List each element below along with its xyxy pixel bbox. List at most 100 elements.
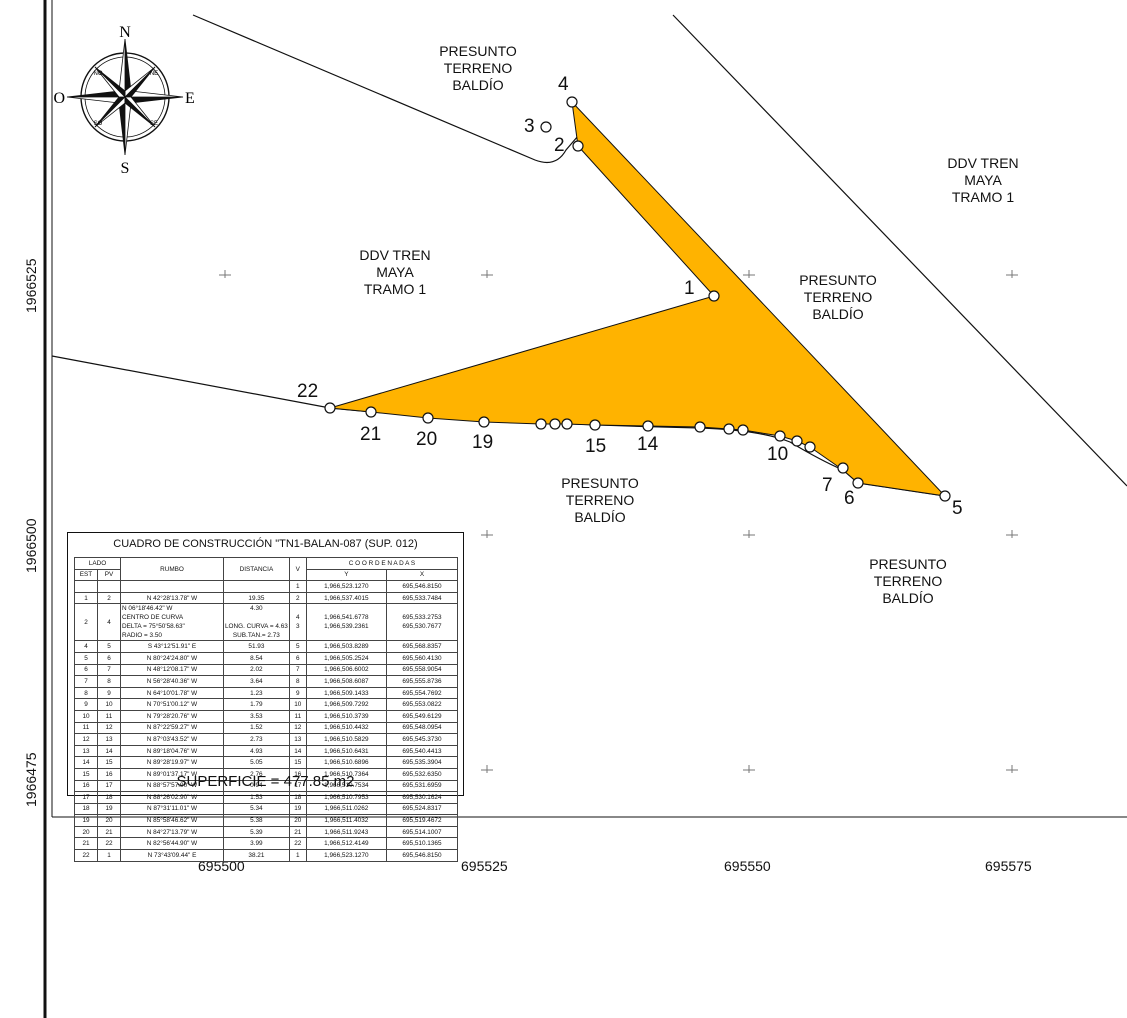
point-label-2: 2 bbox=[554, 135, 565, 156]
table-row: 1 1,966,523.1270 695,546.8150 bbox=[74, 580, 459, 593]
table-cell: 17 bbox=[74, 791, 98, 804]
table-cell: 1,966,510.5829 bbox=[305, 733, 387, 746]
point-label-6: 6 bbox=[844, 488, 855, 509]
table-cell: 19 bbox=[97, 802, 121, 816]
header-est: EST bbox=[74, 568, 98, 582]
parcel-polygon bbox=[329, 100, 947, 497]
table-cell: N 42°28'13.78" W bbox=[120, 591, 224, 605]
table-cell: 4.93 bbox=[223, 744, 290, 758]
table-cell: 11 bbox=[97, 709, 121, 723]
table-cell: 19 bbox=[288, 802, 307, 816]
header-distancia: DISTANCIA bbox=[223, 556, 290, 582]
table-cell: 3.53 bbox=[223, 709, 290, 723]
table-cell: 1,966,510.4432 bbox=[305, 721, 387, 735]
table-cell: 1,966,508.6087 bbox=[305, 675, 387, 688]
table-cell: 695,560.4130 bbox=[385, 651, 459, 665]
table-cell: 6 bbox=[288, 651, 307, 665]
ddv-upper-curve bbox=[192, 14, 579, 163]
table-cell: 14 bbox=[74, 756, 98, 769]
compass-so-label: SO bbox=[94, 121, 103, 127]
table-row: 13 14 N 89°18'04.76" W 4.93 14 1,966,510.6431… bbox=[74, 744, 459, 758]
table-cell: 22 bbox=[97, 837, 121, 851]
table-cell: 13 bbox=[74, 744, 98, 758]
table-cell: 1,966,509.7292 bbox=[305, 698, 387, 711]
table-cell: 7 bbox=[74, 675, 98, 688]
table-cell: 2 bbox=[97, 591, 121, 605]
table-cell: 11 bbox=[288, 709, 307, 723]
table-cell: N 89°28'19.97" W bbox=[120, 756, 224, 769]
table-cell: 1,966,537.4015 bbox=[305, 591, 387, 605]
ddv-right-boundary bbox=[672, 14, 1127, 487]
table-cell: 1,966,512.4149 bbox=[305, 837, 387, 851]
compass-rose: N S E O NO NE SO SE bbox=[53, 24, 194, 177]
table-cell: 695,514.1007 bbox=[385, 825, 459, 839]
table-cell: 695,510.1365 bbox=[385, 837, 459, 851]
x-tick-695525: 695525 bbox=[461, 858, 508, 874]
table-cell: 22 bbox=[288, 837, 307, 851]
table-row: 20 21 N 84°27'13.79" W 5.39 21 1,966,511.9243… bbox=[74, 825, 459, 839]
table-cell: 2 bbox=[74, 603, 98, 642]
construction-table-panel: CUADRO DE CONSTRUCCIÓN "TN1-BALAN-087 (S… bbox=[67, 532, 464, 862]
table-cell: N 64°10'01.78" W bbox=[120, 686, 224, 700]
header-lado: LADO bbox=[74, 557, 121, 570]
table-row: 21 22 N 82°56'44.90" W 3.99 22 1,966,512.4149… bbox=[74, 837, 459, 851]
table-cell: 12 bbox=[97, 721, 121, 735]
table-cell: 1,966,510.6431 bbox=[305, 744, 387, 758]
point-label-21: 21 bbox=[360, 424, 382, 445]
table-cell bbox=[97, 580, 121, 593]
x-tick-695575: 695575 bbox=[985, 858, 1032, 874]
table-cell: 13 bbox=[97, 733, 121, 746]
table-cell: 695,545.3730 bbox=[385, 733, 459, 746]
point-label-10: 10 bbox=[767, 444, 789, 465]
area-label-presunto-bottom-right: PRESUNTO TERRENO BALDÍO bbox=[869, 556, 947, 606]
table-cell: 12 bbox=[288, 721, 307, 735]
table-row: 14 15 N 89°28'19.97" W 5.05 15 1,966,510.6896… bbox=[74, 756, 459, 769]
compass-o-label: O bbox=[53, 90, 65, 107]
compass-no-label: NO bbox=[94, 71, 103, 77]
table-cell: 1,966,503.8289 bbox=[305, 640, 387, 653]
table-row: 15 16 N 89°01'37.17" W 2.76 16 1,966,510.7364… bbox=[74, 767, 459, 781]
point-label-19: 19 bbox=[472, 432, 494, 453]
table-cell: 695,546.8150 bbox=[385, 580, 459, 593]
table-cell: 1,966,511.4032 bbox=[305, 814, 387, 827]
table-cell: 695,568.8357 bbox=[385, 640, 459, 653]
table-cell: 1,966,511.0262 bbox=[305, 802, 387, 816]
table-cell: N 06°18'46.42" W CENTRO DE CURVA DELTA =… bbox=[120, 603, 224, 642]
area-label-ddv-center: DDV TREN MAYA TRAMO 1 bbox=[359, 247, 431, 297]
header-y: Y bbox=[305, 568, 387, 582]
table-cell: 18 bbox=[74, 802, 98, 816]
table-cell: 695,519.4672 bbox=[385, 814, 459, 827]
table-cell: N 88°57'57.90" W bbox=[120, 779, 224, 793]
table-cell: 9 bbox=[97, 686, 121, 700]
point-label-5: 5 bbox=[952, 498, 963, 519]
header-x: X bbox=[385, 568, 459, 582]
compass-n-label: N bbox=[119, 24, 131, 41]
point-label-14: 14 bbox=[637, 434, 659, 455]
table-cell: N 87°31'11.01" W bbox=[120, 802, 224, 816]
table-cell: 5.34 bbox=[223, 802, 290, 816]
table-cell: 6 bbox=[97, 651, 121, 665]
table-cell: 695,530.1624 bbox=[385, 791, 459, 804]
table-cell: 5.05 bbox=[223, 756, 290, 769]
table-cell: 4 3 bbox=[288, 603, 307, 642]
table-cell: 1,966,506.6002 bbox=[305, 663, 387, 677]
table-cell: 1.23 bbox=[223, 686, 290, 700]
table-cell: 1,966,510.3739 bbox=[305, 709, 387, 723]
table-cell: 695,549.6129 bbox=[385, 709, 459, 723]
table-row: 16 17 N 88°57'57.90" W 0.94 17 1,966,510.7534… bbox=[74, 779, 459, 793]
table-cell: 9 bbox=[74, 698, 98, 711]
compass-se-label: SE bbox=[150, 121, 158, 127]
table-row: 22 1 N 73°43'09.44" E 38.21 1 1,966,523.1270 6… bbox=[74, 849, 459, 862]
table-cell: N 87°03'43.52" W bbox=[120, 733, 224, 746]
table-cell: 1 bbox=[288, 580, 307, 593]
header-v: V bbox=[288, 556, 307, 582]
table-cell: 695,553.0822 bbox=[385, 698, 459, 711]
table-cell: 1.53 bbox=[223, 791, 290, 804]
area-label-presunto-right: PRESUNTO TERRENO BALDÍO bbox=[799, 272, 877, 322]
table-cell: 19.35 bbox=[223, 591, 290, 605]
point-label-22: 22 bbox=[297, 381, 319, 402]
table-cell: 695,540.4413 bbox=[385, 744, 459, 758]
table-row: 9 10 N 70°51'00.12" W 1.79 10 1,966,509.7292 6… bbox=[74, 698, 459, 711]
table-cell: 2 bbox=[288, 591, 307, 605]
